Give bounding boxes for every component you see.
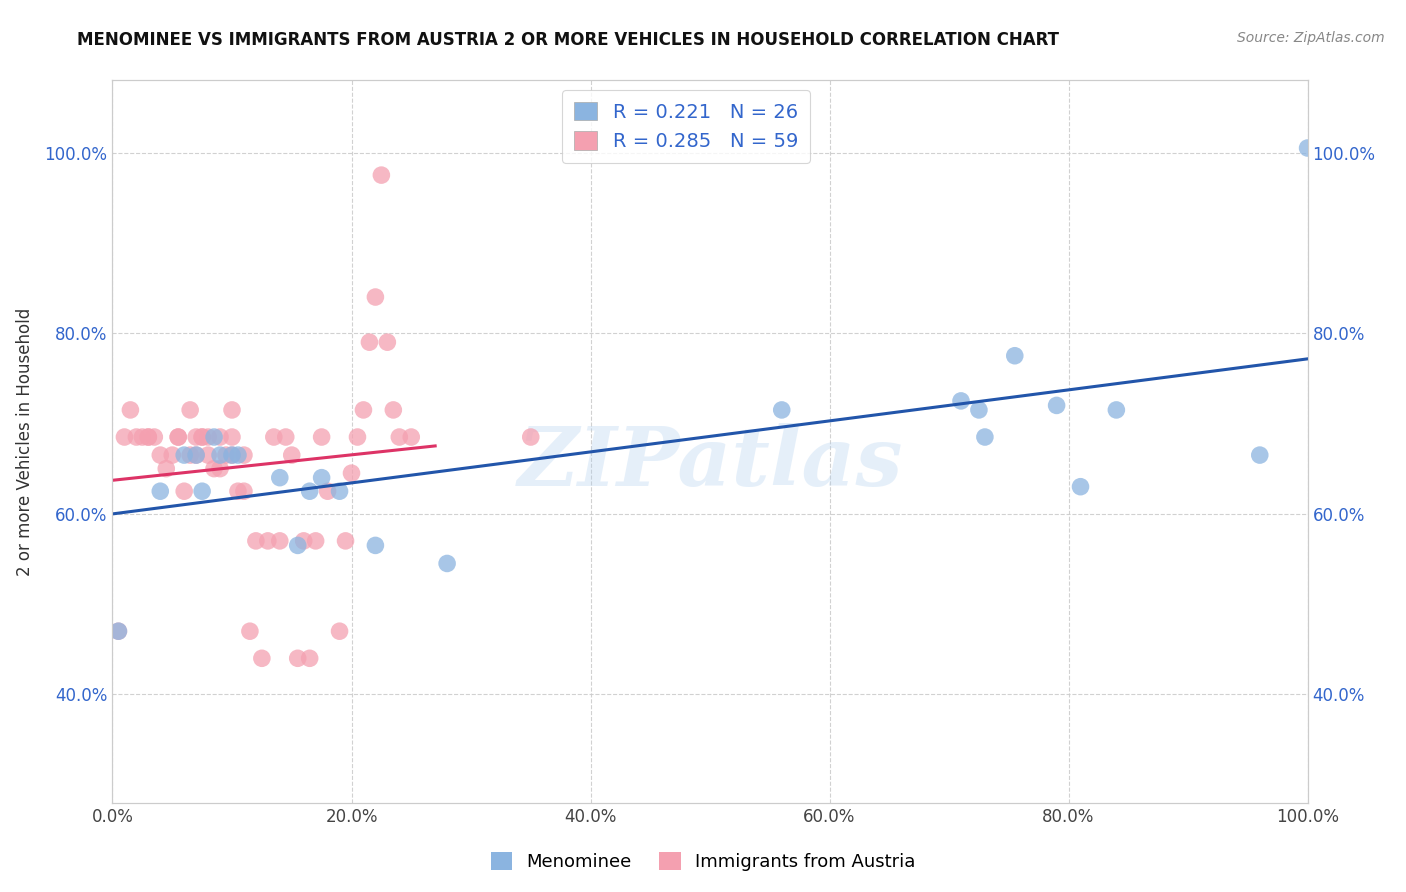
Point xyxy=(305,533,328,548)
Point xyxy=(179,403,201,417)
Point xyxy=(382,403,405,417)
Text: ZIPatlas: ZIPatlas xyxy=(517,423,903,503)
Point xyxy=(1046,398,1069,412)
Point xyxy=(250,651,273,665)
Point xyxy=(352,403,374,417)
Point xyxy=(209,448,232,462)
Point xyxy=(197,430,219,444)
Point xyxy=(167,430,190,444)
Point xyxy=(233,484,256,499)
Point xyxy=(287,651,309,665)
Point xyxy=(263,430,285,444)
Point xyxy=(1105,403,1128,417)
Point xyxy=(1070,480,1092,494)
Point xyxy=(1004,349,1026,363)
Point xyxy=(226,448,249,462)
Point xyxy=(329,484,352,499)
Point xyxy=(202,461,225,475)
Point xyxy=(149,484,172,499)
Point xyxy=(197,448,219,462)
Point xyxy=(388,430,411,444)
Legend: Menominee, Immigrants from Austria: Menominee, Immigrants from Austria xyxy=(484,846,922,879)
Point xyxy=(298,484,321,499)
Point xyxy=(1249,448,1271,462)
Point xyxy=(1296,141,1319,155)
Point xyxy=(215,448,238,462)
Point xyxy=(167,430,190,444)
Point xyxy=(364,538,387,552)
Point xyxy=(149,448,172,462)
Text: Source: ZipAtlas.com: Source: ZipAtlas.com xyxy=(1237,31,1385,45)
Point xyxy=(239,624,262,639)
Point xyxy=(245,533,267,548)
Point xyxy=(107,624,129,639)
Point xyxy=(335,533,357,548)
Point xyxy=(155,461,177,475)
Point xyxy=(364,290,387,304)
Point xyxy=(186,448,208,462)
Point xyxy=(191,430,214,444)
Point xyxy=(209,461,232,475)
Point xyxy=(221,430,243,444)
Point xyxy=(179,448,201,462)
Point xyxy=(377,335,399,350)
Point xyxy=(359,335,381,350)
Point xyxy=(370,168,392,182)
Point xyxy=(520,430,543,444)
Point xyxy=(770,403,793,417)
Point xyxy=(202,430,225,444)
Point xyxy=(120,403,142,417)
Point xyxy=(173,448,195,462)
Point xyxy=(191,484,214,499)
Point xyxy=(125,430,148,444)
Point xyxy=(162,448,183,462)
Point xyxy=(298,651,321,665)
Point xyxy=(311,471,333,485)
Point xyxy=(967,403,990,417)
Point xyxy=(114,430,135,444)
Point xyxy=(974,430,997,444)
Point xyxy=(107,624,129,639)
Point xyxy=(138,430,160,444)
Point xyxy=(346,430,368,444)
Point xyxy=(233,448,256,462)
Point xyxy=(269,471,291,485)
Point xyxy=(340,466,363,480)
Point xyxy=(950,393,973,408)
Point xyxy=(221,448,243,462)
Y-axis label: 2 or more Vehicles in Household: 2 or more Vehicles in Household xyxy=(15,308,34,575)
Point xyxy=(221,403,243,417)
Point xyxy=(173,484,195,499)
Point xyxy=(209,430,232,444)
Point xyxy=(311,430,333,444)
Point xyxy=(131,430,153,444)
Point xyxy=(281,448,304,462)
Point xyxy=(287,538,309,552)
Point xyxy=(316,484,339,499)
Text: MENOMINEE VS IMMIGRANTS FROM AUSTRIA 2 OR MORE VEHICLES IN HOUSEHOLD CORRELATION: MENOMINEE VS IMMIGRANTS FROM AUSTRIA 2 O… xyxy=(77,31,1059,49)
Point xyxy=(138,430,160,444)
Point xyxy=(226,484,249,499)
Point xyxy=(221,448,243,462)
Point xyxy=(143,430,166,444)
Point xyxy=(186,430,208,444)
Point xyxy=(269,533,291,548)
Point xyxy=(191,430,214,444)
Point xyxy=(257,533,280,548)
Point xyxy=(329,624,352,639)
Point xyxy=(401,430,423,444)
Legend: R = 0.221   N = 26, R = 0.285   N = 59: R = 0.221 N = 26, R = 0.285 N = 59 xyxy=(562,90,810,163)
Point xyxy=(274,430,297,444)
Point xyxy=(436,557,458,571)
Point xyxy=(292,533,315,548)
Point xyxy=(186,448,208,462)
